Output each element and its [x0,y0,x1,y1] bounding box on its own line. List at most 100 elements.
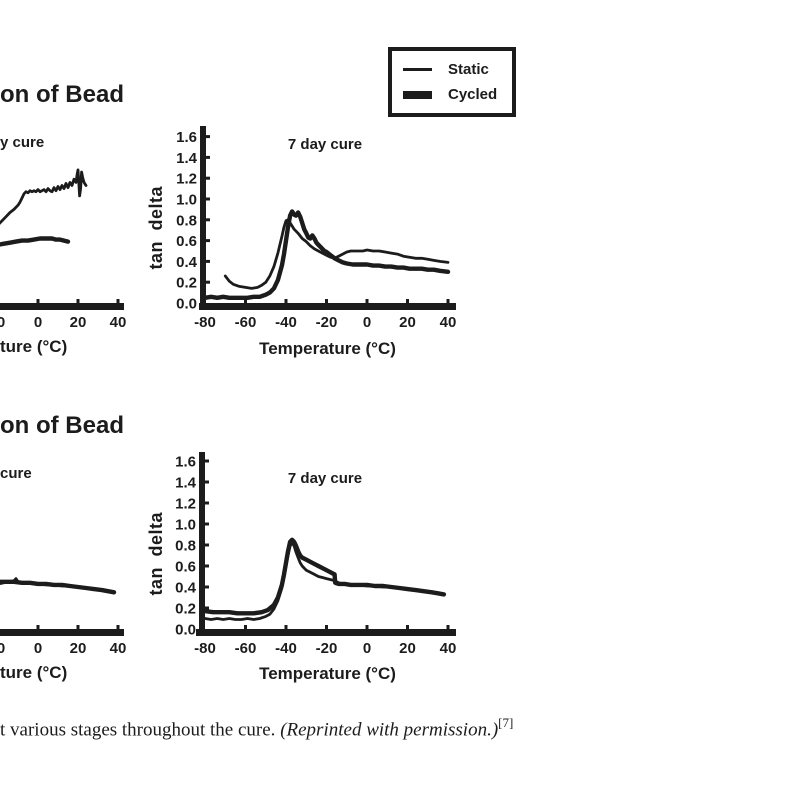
x-tick-label: -20 [316,640,338,657]
y-tick-label: 1.2 [176,171,197,188]
legend-row-cycled: Cycled [403,86,512,103]
x-tick-label: -80 [194,314,216,331]
y-axis [200,126,206,310]
legend-row-static: Static [403,61,512,78]
chart-tl: 0 0 20 40 [0,168,127,331]
y-tick-label: 0.8 [175,538,196,555]
y-tick-mark [205,480,209,484]
y-tick-mark [206,197,210,201]
y-tick-mark [206,218,210,222]
y-tick-label: 0.8 [176,212,197,229]
curve-static [0,168,88,225]
chart-bl-subtitle: cure [0,465,32,482]
x-tick-label: 0 [34,314,42,331]
x-tick-label: -40 [275,640,297,657]
y-tick-mark [206,135,210,139]
x-tick-label: 0 [34,640,42,657]
y-tick-label: 1.0 [176,192,197,209]
x-tick-label: 40 [110,640,127,657]
x-tick-mark [36,299,40,303]
y-tick-mark [206,239,210,243]
caption-reference: [7] [498,715,514,730]
chart-tl-subtitle: y cure [0,134,45,151]
x-tick-mark [325,625,328,629]
y-tick-label: 0.6 [175,559,196,576]
y-tick-label: 0.2 [175,601,196,618]
chart-br: 0.0 0.2 0.4 0.6 0.8 1.0 1.2 1.4 1.6 -80 -60 -40 -20 0… [175,452,456,657]
curve-cycled [202,209,451,300]
chart-tr: 0.0 0.2 0.4 0.6 0.8 1.0 1.2 1.4 1.6 -80 -60 -40 -20 0… [176,126,456,331]
legend-label-static: Static [448,61,489,78]
chart-bl-x-axis-label: ture (°C) [0,663,68,682]
x-axis [199,303,456,310]
x-tick-label: 0 [0,640,5,657]
x-tick-label: -60 [235,640,257,657]
chart-bl: 0 0 20 40 [0,577,127,657]
y-tick-mark [205,522,209,526]
y-tick-mark [205,459,209,463]
x-tick-label: 40 [440,314,457,331]
x-tick-label: 0 [363,314,371,331]
x-tick-mark [116,625,120,629]
chart-tr-x-axis-label: Temperature (°C) [259,339,396,358]
curve-cycled [0,236,71,247]
figure-caption: t various stages throughout the cure. (R… [0,715,514,741]
x-tick-mark [76,299,80,303]
y-tick-mark [205,585,209,589]
x-tick-label: -40 [275,314,297,331]
y-tick-label: 0.2 [176,275,197,292]
chart-br-subtitle: 7 day cure [287,470,363,487]
legend-label-cycled: Cycled [448,86,498,103]
y-tick-mark [206,280,210,284]
x-tick-label: 20 [70,314,87,331]
x-tick-mark [244,625,247,629]
y-tick-label: 1.6 [175,454,196,471]
caption-permission-note: (Reprinted with permission.) [280,719,499,741]
x-tick-mark [284,299,288,303]
chart-br-y-axis-label: tan delta [146,512,166,596]
curve-cycled [0,579,117,595]
y-tick-mark [205,501,209,505]
chart-tr-y-axis-label: tan delta [146,186,166,270]
chart-br-x-axis-label: Temperature (°C) [259,664,396,683]
x-tick-mark [446,299,450,303]
x-tick-mark [36,625,40,629]
x-tick-mark [446,625,450,629]
x-tick-mark [365,625,369,629]
curve-cycled [202,537,447,616]
caption-lead: t various stages throughout the cure. [0,719,281,741]
y-tick-mark [205,543,209,547]
y-tick-label: 0.0 [176,296,197,313]
x-tick-mark [406,299,409,303]
x-tick-label: 40 [440,640,457,657]
legend: Static Cycled [388,47,516,117]
x-tick-mark [76,625,80,629]
chart-tl-x-axis-label: ture (°C) [0,337,68,356]
y-tick-label: 1.4 [175,475,197,492]
x-tick-mark [365,299,369,303]
x-tick-label: 40 [110,314,127,331]
y-tick-label: 0.4 [176,254,198,271]
x-tick-label: 0 [0,314,5,331]
y-tick-label: 1.6 [176,129,197,146]
chart-tr-subtitle: 7 day cure [287,136,363,153]
y-tick-label: 1.0 [175,517,196,534]
y-tick-mark [206,155,210,159]
section-title-top: on of Bead [0,81,124,108]
curve-static [223,218,450,290]
x-tick-label: 20 [399,640,416,657]
x-tick-label: 20 [70,640,87,657]
static-line-sample-icon [403,68,432,71]
x-tick-label: -80 [194,640,216,657]
section-title-bottom: on of Bead [0,412,124,439]
x-tick-label: 20 [399,314,416,331]
x-axis [196,629,456,636]
y-tick-label: 0.0 [175,622,196,639]
y-tick-mark [205,606,209,610]
x-tick-mark [325,299,328,303]
x-tick-mark [284,625,288,629]
y-tick-mark [205,564,209,568]
x-tick-mark [406,625,409,629]
